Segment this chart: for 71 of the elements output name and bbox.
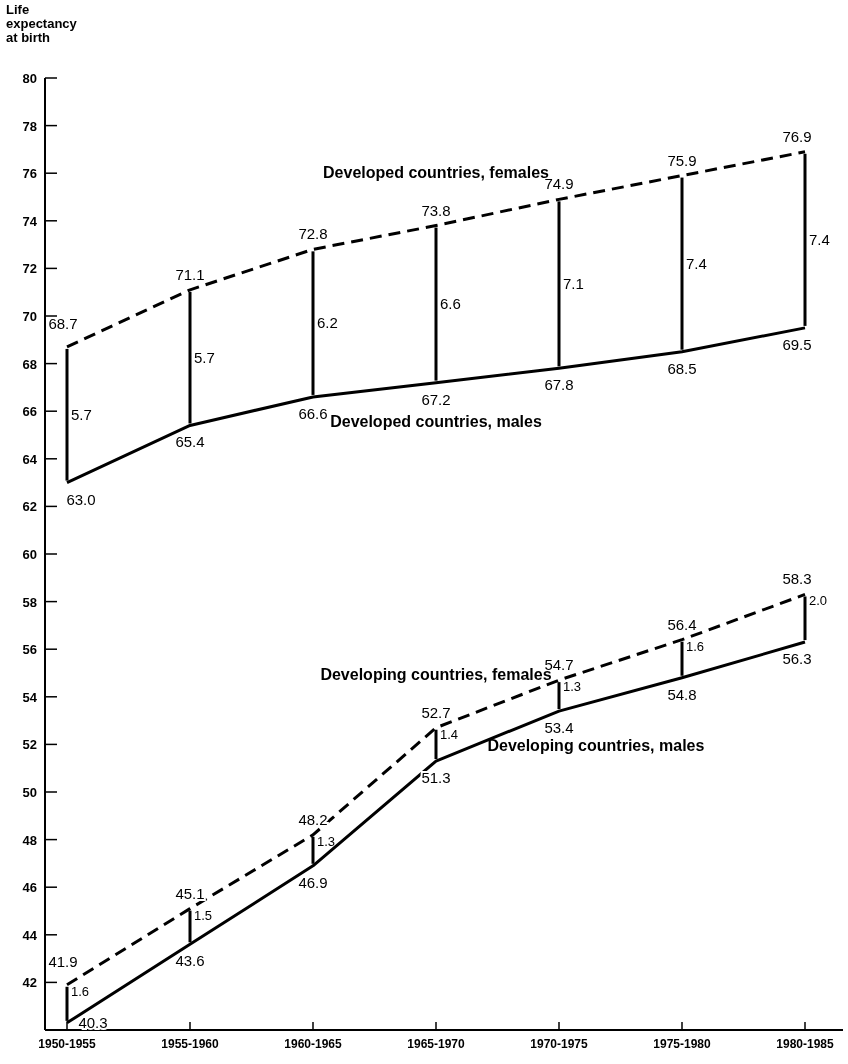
- data-label: 71.1: [175, 265, 205, 283]
- data-label: 6.2: [317, 314, 338, 332]
- y-tick-label: 46: [22, 880, 37, 896]
- data-label: 1.4: [440, 726, 459, 742]
- data-label: 68.7: [48, 314, 78, 332]
- data-label: 7.4: [809, 230, 830, 248]
- data-label: 1.5: [194, 907, 213, 923]
- data-label: 5.7: [194, 348, 215, 366]
- y-tick-label: 62: [22, 499, 37, 515]
- data-label: 69.5: [782, 335, 812, 353]
- y-tick-label: 80: [22, 71, 37, 86]
- data-label: 65.4: [175, 433, 205, 451]
- x-tick-label: 1980-1985: [776, 1037, 835, 1051]
- y-tick-label: 54: [22, 689, 38, 705]
- data-label: 67.2: [421, 390, 451, 408]
- data-label: 56.4: [667, 615, 697, 633]
- y-tick-label: 56: [22, 642, 37, 658]
- x-tick-label: 1975-1980: [653, 1037, 712, 1051]
- y-tick-label: 60: [22, 547, 37, 562]
- data-label: 48.2: [298, 810, 328, 828]
- data-label: 6.6: [440, 295, 461, 313]
- data-label: 41.9: [48, 952, 78, 970]
- data-label: 68.5: [667, 359, 697, 377]
- series-label: Developing countries, males: [487, 737, 705, 755]
- data-label: 1.6: [71, 983, 90, 999]
- data-label: 52.7: [421, 703, 451, 721]
- y-tick-label: 44: [22, 927, 38, 943]
- data-label: 53.4: [544, 719, 574, 737]
- data-label: 1.3: [317, 833, 336, 849]
- data-label: 2.0: [809, 593, 828, 609]
- data-label: 54.8: [667, 685, 697, 703]
- data-label: 73.8: [421, 201, 451, 219]
- data-label: 75.9: [667, 151, 697, 169]
- data-label: 63.0: [66, 490, 96, 508]
- series-label: Developed countries, females: [323, 163, 550, 181]
- y-tick-label: 50: [22, 785, 37, 800]
- data-label: 56.3: [782, 650, 812, 668]
- data-label: 66.6: [298, 404, 328, 422]
- x-tick-label: 1950-1955: [38, 1037, 97, 1051]
- y-tick-label: 70: [22, 309, 37, 324]
- y-tick-label: 76: [22, 166, 37, 182]
- series-label: Developed countries, males: [330, 412, 542, 430]
- y-tick-label: 64: [22, 451, 38, 467]
- x-tick-label: 1955-1960: [161, 1037, 220, 1051]
- data-label: 72.8: [298, 225, 328, 243]
- y-tick-label: 42: [22, 975, 37, 991]
- data-label: 7.1: [563, 274, 584, 292]
- data-label: 1.6: [686, 638, 705, 654]
- data-label: 1.3: [563, 679, 582, 695]
- data-label: 40.3: [78, 1013, 108, 1031]
- y-tick-label: 74: [22, 213, 38, 229]
- data-label: 46.9: [298, 873, 328, 891]
- data-label: 5.7: [71, 405, 92, 423]
- y-tick-label: 66: [22, 404, 37, 420]
- y-tick-label: 48: [22, 832, 37, 848]
- data-label: 67.8: [544, 376, 574, 394]
- y-tick-label: 72: [22, 261, 37, 277]
- y-axis-title: Life expectancy at birth: [6, 2, 78, 45]
- x-tick-label: 1970-1975: [530, 1037, 589, 1051]
- data-label: 45.1: [175, 884, 205, 902]
- data-label: 7.4: [686, 254, 707, 272]
- data-label: 58.3: [782, 570, 812, 588]
- x-tick-label: 1960-1965: [284, 1037, 343, 1051]
- data-label: 43.6: [175, 952, 205, 970]
- y-tick-label: 58: [22, 594, 37, 610]
- data-label: 76.9: [782, 127, 812, 145]
- data-label: 51.3: [421, 769, 451, 787]
- y-tick-label: 68: [22, 356, 37, 372]
- y-tick-label: 78: [22, 118, 37, 134]
- x-tick-label: 1965-1970: [407, 1037, 466, 1051]
- y-tick-label: 52: [22, 737, 37, 753]
